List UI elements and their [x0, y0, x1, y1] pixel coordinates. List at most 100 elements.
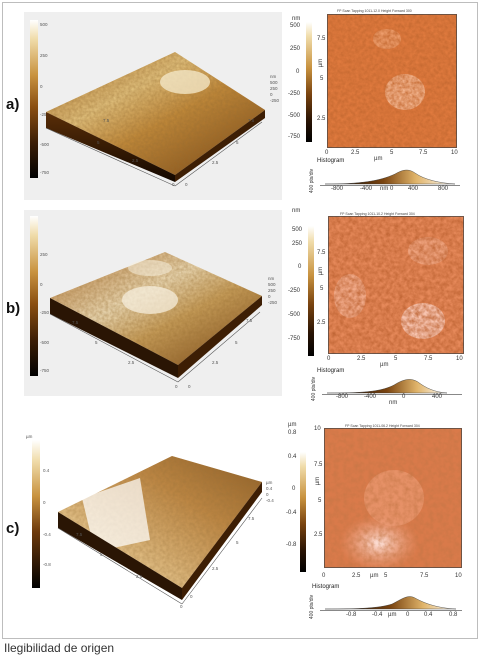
scalebar-tick: 0.4 — [43, 468, 50, 473]
scalebar-tick: µm — [26, 434, 33, 439]
histogram-tick: -400 — [364, 394, 377, 400]
surface-axis-tick: 0 — [172, 182, 175, 187]
colorbar-tick: -500 — [288, 312, 301, 318]
x-tick: 10 — [451, 150, 458, 156]
colorbar-unit: nm — [292, 16, 301, 22]
scalebar-tick: 0 — [40, 282, 43, 287]
surface-axis-tick: 2.5 — [132, 158, 139, 163]
histogram-unit: nm — [380, 186, 389, 192]
scalebar-tick: 500 — [40, 22, 48, 27]
map-title: FP Scan Tapping 1011-10.2 Height Forward… — [340, 212, 415, 216]
x-tick: 2.5 — [357, 356, 366, 362]
surface-z-tick: 250 — [268, 288, 276, 293]
x-tick: 7.5 — [420, 573, 429, 579]
panel-label: a) — [6, 96, 20, 113]
surface-axis-tick: 5 — [236, 140, 239, 145]
surface-axis-tick: 7.5 — [103, 118, 110, 123]
scalebar-tick: -750 — [40, 170, 50, 175]
colorbar-tick: -750 — [288, 134, 301, 140]
surface-axis-tick: 5 — [236, 540, 239, 545]
colorbar-tick: 0 — [298, 264, 302, 270]
histogram-unit: µm — [388, 612, 397, 618]
histogram-c — [320, 590, 462, 611]
scalebar-tick: -500 — [40, 340, 50, 345]
x-tick: 10 — [455, 573, 462, 579]
histogram-unit: nm — [389, 400, 398, 406]
scalebar-tick: 0 — [40, 84, 43, 89]
afm-2d-height-map-b — [328, 216, 464, 354]
surface-axis-tick: 0 — [180, 604, 183, 609]
histogram-title: Histogram — [312, 584, 340, 590]
surface-axis-tick: 5 — [100, 552, 103, 557]
x-tick: 0 — [322, 573, 326, 579]
colorbar-tick: 250 — [290, 46, 301, 52]
y-tick: 5 — [320, 286, 324, 292]
surface-z-tick: µm — [266, 480, 273, 485]
surface-z-tick: -250 — [270, 98, 280, 103]
y-tick: 5 — [320, 76, 324, 82]
histogram-ylabel: 400 pts/div — [309, 594, 316, 620]
surface-z-tick: nm — [270, 74, 277, 79]
colorbar-tick: -500 — [288, 113, 301, 119]
surface-axis-tick: 7.5 — [246, 318, 253, 323]
colorbar-tick: -250 — [288, 91, 301, 97]
colorbar-unit: nm — [292, 208, 301, 214]
surface-z-tick: 0.4 — [266, 486, 273, 491]
colorbar-tick: 500 — [290, 23, 301, 29]
panel-label: c) — [6, 520, 20, 537]
x-tick: 5 — [394, 356, 398, 362]
colorbar-tick: 0.8 — [288, 430, 297, 436]
x-tick: 7.5 — [419, 150, 428, 156]
height-colorbar — [308, 226, 314, 356]
surface-z-tick: -0.4 — [266, 498, 274, 503]
x-tick: 0 — [325, 150, 329, 156]
scalebar-tick: 0 — [43, 500, 46, 505]
colorbar-tick: -750 — [288, 336, 301, 342]
scalebar-tick: -250 — [40, 112, 50, 117]
colorbar-tick: -250 — [288, 288, 301, 294]
colorbar-tick: 250 — [292, 241, 303, 247]
surface-axis-tick: 0 — [175, 384, 178, 389]
colorbar-tick: 0.4 — [288, 454, 297, 460]
histogram-tick: 800 — [438, 186, 449, 192]
x-tick: 7.5 — [424, 356, 433, 362]
x-unit: µm — [374, 156, 383, 162]
scalebar-tick: 250 — [40, 53, 48, 58]
panel-label: b) — [6, 300, 21, 317]
surface-axis-tick: 2.5 — [212, 360, 219, 365]
surface-axis-tick: 7.5 — [248, 516, 255, 521]
height-colorbar — [306, 22, 312, 142]
y-unit: µm — [315, 476, 322, 486]
surface-z-tick: 500 — [268, 282, 276, 287]
height-colorbar — [300, 452, 306, 572]
histogram-tick: 400 — [432, 394, 443, 400]
colorbar-unit: µm — [288, 422, 297, 428]
x-tick: 5 — [390, 150, 394, 156]
height-scalebar-3d — [30, 20, 38, 178]
surface-axis-tick: 2.5 — [136, 574, 143, 579]
surface-z-tick: -250 — [268, 300, 278, 305]
surface-axis-tick: 2.5 — [128, 360, 135, 365]
histogram-tick: 0.4 — [424, 612, 433, 618]
height-scalebar-3d — [32, 440, 40, 588]
x-unit: µm — [370, 573, 379, 579]
colorbar-tick: -0.8 — [286, 542, 297, 548]
histogram-tick: 400 — [408, 186, 419, 192]
histogram-tick: -0.8 — [346, 612, 357, 618]
map-title: FP Scan Tapping 1011-06.2 Height Forward… — [345, 424, 420, 428]
surface-axis-tick: 5 — [97, 140, 100, 145]
histogram-b — [322, 374, 462, 395]
x-tick: 2.5 — [352, 573, 361, 579]
surface-axis-tick: 0 — [190, 594, 193, 599]
y-tick: 5 — [318, 498, 322, 504]
afm-2d-height-map-c — [324, 428, 462, 568]
histogram-tick: -400 — [360, 186, 373, 192]
histogram-title: Histogram — [317, 158, 345, 164]
surface-z-tick: 250 — [270, 86, 278, 91]
scalebar-tick: 250 — [40, 252, 48, 257]
surface-axis-tick: 0 — [188, 384, 191, 389]
y-tick: 2.5 — [317, 116, 326, 122]
